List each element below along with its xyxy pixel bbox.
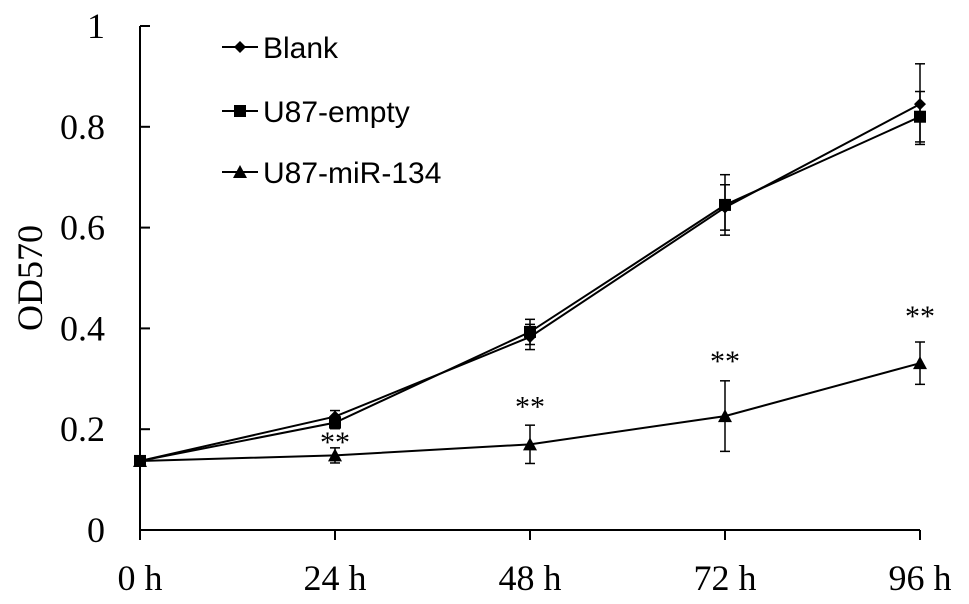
significance-label: ** <box>710 345 740 378</box>
data-point-diamond <box>914 98 926 111</box>
significance-label: ** <box>515 391 545 424</box>
data-point-square <box>329 416 341 429</box>
legend-marker-triangle <box>233 165 247 178</box>
y-tick-label: 0.6 <box>60 208 105 248</box>
plot-area: 00.20.40.60.81 0 h 24 h 48 h 72 h 96 h *****… <box>60 6 952 598</box>
y-tick-label: 0.2 <box>60 409 105 449</box>
legend-label: U87-empty <box>263 96 410 129</box>
significance-label: ** <box>905 300 935 333</box>
data-point-triangle <box>133 453 147 467</box>
significance-annotations: ** ** ** ** <box>320 300 935 459</box>
y-tick-label: 0 <box>87 510 105 550</box>
data-point-square <box>719 198 731 211</box>
significance-label: ** <box>320 426 350 459</box>
legend-marker-diamond <box>234 41 246 53</box>
data-point-triangle <box>718 409 732 423</box>
series-markers <box>133 98 927 467</box>
legend-marker-square <box>234 105 246 117</box>
x-tick-label: 24 h <box>304 558 367 598</box>
error-bars <box>330 63 925 465</box>
x-tick-label: 0 h <box>118 558 163 598</box>
data-point-square <box>914 110 926 123</box>
y-tick-label: 0.8 <box>60 107 105 147</box>
data-point-triangle <box>328 448 342 462</box>
x-tick-label: 72 h <box>694 558 757 598</box>
x-ticks: 0 h 24 h 48 h 72 h 96 h <box>118 530 952 598</box>
y-ticks: 0 0.2 0.4 0.6 0.8 1 <box>60 6 150 550</box>
y-axis-title: OD570 <box>10 225 50 331</box>
legend-label: Blank <box>263 32 339 65</box>
data-point-square <box>524 325 536 338</box>
y-tick-label: 0.4 <box>60 308 105 348</box>
data-point-triangle <box>913 356 927 370</box>
legend: Blank U87-empty U87-miR-134 <box>222 32 441 190</box>
data-point-triangle <box>523 437 537 451</box>
x-tick-label: 48 h <box>499 558 562 598</box>
legend-label: U87-miR-134 <box>263 157 441 190</box>
x-tick-label: 96 h <box>889 558 952 598</box>
y-tick-label: 1 <box>87 6 105 46</box>
